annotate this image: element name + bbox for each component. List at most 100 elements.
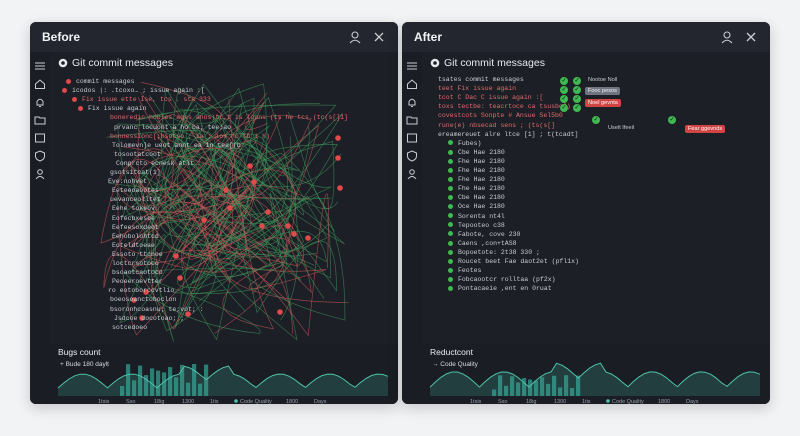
error-dot [66,78,71,84]
after-code-area: tsates commit messages teet Fix issue aga… [422,72,770,342]
bell-icon[interactable] [34,96,46,108]
chart-area-fill [58,366,388,396]
after-code-text: Pontacaeie ,ent en 0ruat [458,285,552,293]
chart-bar [204,364,209,396]
list-icon[interactable] [406,60,418,72]
tangle-line [126,146,317,263]
after-code-text: Fabote, cove 230 [458,230,521,238]
person-icon[interactable] [348,30,362,44]
status-tag: Uselt Ifeeil [608,125,635,131]
success-dot [448,276,453,282]
chart-x-label: Days [686,399,699,404]
after-code-line: Bopoetote: 2t38 330 ; [448,249,540,256]
chart-bar [504,385,509,396]
after-chart-subtitle: → Code Quality [432,361,478,368]
chart-bar [192,364,197,396]
before-code-text: Eve:nohvet [108,178,148,186]
github-icon [58,58,68,68]
error-dot [285,223,291,229]
tangle-line [211,135,332,247]
close-icon[interactable] [744,30,758,44]
before-code-text: Jsdcoe docotoao; ; [114,314,185,322]
error-dot [62,87,67,93]
chart-bar [174,377,179,396]
tangle-line [137,116,312,294]
after-code-text: teet Fix issue again [438,85,517,93]
before-code-text: Peoeeroevtter [112,278,163,286]
success-dot [448,167,453,173]
error-dot [131,297,137,303]
after-code-text: Tepooteo c38 [458,221,505,229]
before-code-text: Tolomevn]e ueot ahnt ea in tea[(b [112,141,241,149]
after-code-text: Fobcaootcr rolltaa (pf2x) [458,276,556,284]
tangle-line [106,130,293,224]
chart-line [429,362,761,388]
after-code-line: Fobcaootcr rolltaa (pf2x) [448,276,556,283]
before-code-area: commit messages icodos |: .tcoxo… ; issue… [50,72,398,342]
before-code-line: boneredic hobles ages anos)tr,t is lcons… [110,114,348,121]
after-code-line: Caens ,con+tAS8 [448,240,517,247]
person-icon[interactable] [720,30,734,44]
error-dot [265,209,271,215]
before-code-line: tosootatcoot [114,151,161,158]
success-dot [448,158,453,164]
before-code-text: Fix issue ette Ise, tcs . sta 333 [82,96,211,104]
after-panel: After Git commit messages tsates commit … [402,22,770,404]
before-title: Before [42,30,81,44]
check-icon: ✓ [560,95,568,103]
github-icon [430,58,440,68]
after-code-line: Fhe Hae 2180 [448,167,505,174]
error-dot [251,179,257,185]
tangle-line [135,104,337,213]
bell-icon[interactable] [406,96,418,108]
folder-icon[interactable] [34,114,46,126]
before-titlebar: Before [30,22,398,52]
shield-icon[interactable] [34,150,46,162]
error-dot [72,96,77,102]
after-chart-title: Reductcont [430,347,473,357]
success-dot [448,249,453,255]
after-code-line: Tepooteo c38 [448,222,505,229]
tangle-line [103,147,329,337]
list-icon[interactable] [34,60,46,72]
after-chart-plot: 1tsis Sso 18ig 1300 1tis Code Quality 1800 Days [429,362,761,404]
after-code-line: Fhe Hae 2180 [448,176,505,183]
shield-icon[interactable] [406,150,418,162]
after-code-text: Sorenta nt4l [458,212,505,220]
tangle-line [144,103,328,258]
chart-line [57,365,389,389]
success-dot [448,267,453,273]
user-icon[interactable] [406,168,418,180]
chart-x-label: 1tsis [470,399,482,404]
chart-bar [522,378,527,396]
before-code-line: Eehobolohtcd [112,233,159,240]
home-icon[interactable] [34,78,46,90]
tangle-line [177,111,335,288]
box-icon[interactable] [406,132,418,144]
tangle-line [122,113,345,301]
box-icon[interactable] [34,132,46,144]
error-dot [201,217,207,223]
before-code-line: bonnessionc[;bsotso ; ia ; iox ho tb i h… [110,133,270,140]
user-icon[interactable] [34,168,46,180]
after-code-text: Cbe Hae 2180 [458,194,505,202]
after-code-line: Fhe Hae 2180 [448,158,505,165]
folder-icon[interactable] [406,114,418,126]
before-code-line: icodos |: .tcoxo… ; issue again :[ [62,87,205,94]
chart-bar [162,372,167,396]
tangle-line [129,92,268,256]
tangle-line [213,96,346,321]
chart-bar [570,387,575,396]
before-code-line: Eve:nohvet [108,178,147,185]
status-tag: Nootoe Noll [588,77,618,83]
home-icon[interactable] [406,78,418,90]
success-dot [448,258,453,264]
after-code-text: Roucet beet Fae daot2et (pfl1x) [458,258,579,265]
chart-bar [132,380,137,396]
close-icon[interactable] [372,30,386,44]
before-code-line: Eoteldtoeae [112,242,155,249]
after-code-line: Fhe Hae 2180 [448,185,505,192]
legend-dot [606,399,610,403]
before-code-text: sotcedoeo [112,323,148,331]
after-code-line: Oce Hae 2180 [448,203,505,210]
